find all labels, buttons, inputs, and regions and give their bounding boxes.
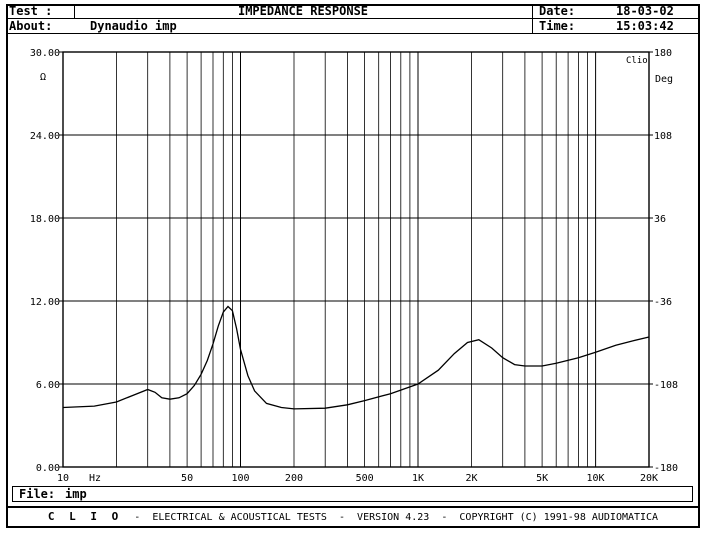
- y-tick-label-left: 0.00: [36, 463, 60, 474]
- y-tick-label-right: -108: [654, 380, 678, 391]
- x-tick-label: 1K: [412, 473, 424, 484]
- impedance-trace: [62, 305, 650, 410]
- x-tick-label: 200: [285, 473, 303, 484]
- footer-brand: C L I O: [47, 510, 123, 523]
- file-value: imp: [65, 487, 87, 501]
- date-label: Date:: [539, 4, 576, 18]
- x-tick-label: 20K: [640, 473, 658, 484]
- y-axis-unit-right: Deg: [655, 74, 673, 85]
- time-value: 15:03:42: [616, 19, 674, 33]
- file-label: File:: [19, 487, 56, 501]
- vertical-grid: [116, 52, 597, 467]
- about-label: About:: [9, 19, 53, 33]
- header-bottom-border: [6, 33, 700, 34]
- header-separator-date: [532, 4, 533, 34]
- x-axis-unit: Hz: [89, 473, 101, 484]
- horizontal-grid: [63, 134, 649, 385]
- header: Test : About: Dynaudio imp IMPEDANCE RES…: [6, 4, 700, 34]
- test-label: Test :: [9, 4, 53, 18]
- x-tick-label: 10: [57, 473, 69, 484]
- time-label: Time:: [539, 19, 576, 33]
- y-axis-unit-left: Ω: [40, 72, 46, 83]
- y-tick-label-right: 36: [654, 214, 666, 225]
- footer-text: - ELECTRICAL & ACOUSTICAL TESTS - VERSIO…: [134, 512, 659, 523]
- y-axis-left-ticks: 0.00 6.00 12.00 18.00 24.00 30.00: [30, 48, 63, 474]
- x-tick-label: 100: [231, 473, 249, 484]
- chart-frame: [6, 4, 700, 528]
- file-bar: File: imp: [12, 486, 693, 502]
- x-tick-label: 2K: [465, 473, 477, 484]
- report-title: IMPEDANCE RESPONSE: [237, 4, 369, 18]
- y-tick-label-left: 18.00: [30, 214, 60, 225]
- y-tick-label-left: 24.00: [30, 131, 60, 142]
- y-tick-label-right: 180: [654, 48, 672, 59]
- header-divider: [6, 18, 700, 19]
- x-tick-label: 500: [356, 473, 374, 484]
- footer: C L I O - ELECTRICAL & ACOUSTICAL TESTS …: [8, 506, 698, 526]
- footer-line: C L I O - ELECTRICAL & ACOUSTICAL TESTS …: [8, 511, 698, 524]
- y-tick-label-left: 6.00: [36, 380, 60, 391]
- x-tick-label: 10K: [587, 473, 605, 484]
- date-value: 18-03-02: [616, 4, 674, 18]
- x-axis-ticks: 10 50 100 200 500 1K 2K 5K 10K 20K: [57, 473, 658, 484]
- about-value: Dynaudio imp: [90, 19, 177, 33]
- y-tick-label-right: 108: [654, 131, 672, 142]
- clio-logo: Clio: [626, 56, 648, 66]
- plot-border: [62, 51, 650, 468]
- x-tick-label: 50: [181, 473, 193, 484]
- y-tick-label-right: -36: [654, 297, 672, 308]
- y-tick-label-right: -180: [654, 463, 678, 474]
- y-tick-label-left: 30.00: [30, 48, 60, 59]
- y-tick-label-left: 12.00: [30, 297, 60, 308]
- header-separator-test: [74, 4, 75, 19]
- x-tick-label: 5K: [536, 473, 548, 484]
- y-axis-right-ticks: -180 -108 -36 36 108 180: [649, 48, 678, 474]
